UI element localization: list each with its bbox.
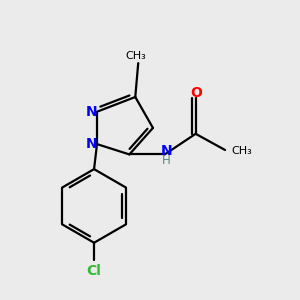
Text: O: O xyxy=(190,86,202,100)
Text: Cl: Cl xyxy=(87,264,101,278)
Text: H: H xyxy=(162,154,171,167)
Text: CH₃: CH₃ xyxy=(125,51,146,61)
Text: CH₃: CH₃ xyxy=(231,146,252,157)
Text: N: N xyxy=(86,105,98,119)
Text: N: N xyxy=(160,145,172,158)
Text: N: N xyxy=(86,137,98,151)
